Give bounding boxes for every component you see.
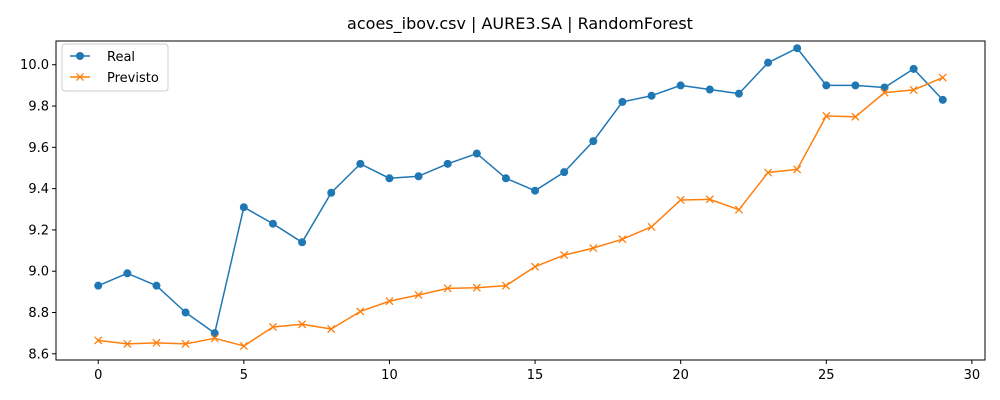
data-point-real xyxy=(443,159,452,168)
data-point-real xyxy=(181,308,190,317)
data-point-previsto xyxy=(327,324,336,334)
data-point-previsto xyxy=(822,111,831,121)
data-point-real xyxy=(734,89,743,98)
data-point-previsto xyxy=(560,251,569,260)
y-tick-label: 8.8 xyxy=(28,306,49,321)
axes-layer: 0 5 10 15 20 25 30 8.6 8.8 9.0 9.2 9.4 9.6 9.8 10.0 xyxy=(20,58,980,383)
data-point-real xyxy=(239,203,248,212)
data-point-previsto xyxy=(909,85,918,94)
series-previsto xyxy=(94,73,947,351)
data-point-real xyxy=(647,91,656,100)
series-line-real xyxy=(97,47,944,334)
data-point-real xyxy=(880,83,889,92)
legend-label-real: Real xyxy=(107,50,135,65)
x-tick-label: 10 xyxy=(381,368,398,383)
data-point-real xyxy=(472,149,481,158)
data-point-previsto xyxy=(880,88,889,97)
y-tick-label: 9.6 xyxy=(28,141,49,156)
x-tick-label: 25 xyxy=(818,368,835,383)
series-layer xyxy=(94,44,947,351)
data-point-previsto xyxy=(385,297,394,306)
series-real xyxy=(94,44,947,338)
data-point-real xyxy=(705,85,714,94)
data-point-real xyxy=(94,281,103,290)
data-point-previsto xyxy=(793,165,802,174)
y-tick-label: 8.6 xyxy=(28,347,49,362)
data-point-previsto xyxy=(676,195,685,205)
x-tick-label: 0 xyxy=(94,368,102,383)
data-point-previsto xyxy=(123,339,132,348)
data-point-real xyxy=(327,188,336,197)
legend-marker-previsto xyxy=(75,72,85,82)
data-point-previsto xyxy=(356,307,365,316)
data-point-previsto xyxy=(210,334,219,343)
chart-title: acoes_ibov.csv | AURE3.SA | RandomForest xyxy=(347,14,693,34)
data-point-previsto xyxy=(472,283,481,292)
data-point-previsto xyxy=(443,284,452,293)
x-tick-label: 20 xyxy=(672,368,689,383)
data-point-previsto xyxy=(618,235,627,244)
y-tick-label: 9.8 xyxy=(28,100,49,115)
data-point-previsto xyxy=(851,112,860,121)
plot-area-frame xyxy=(55,40,986,361)
y-tick-label: 10.0 xyxy=(20,58,49,73)
data-point-real xyxy=(618,97,627,106)
data-point-previsto xyxy=(589,244,598,253)
y-tick-label: 9.4 xyxy=(28,182,49,197)
data-point-real xyxy=(589,137,598,146)
data-point-previsto xyxy=(763,168,773,177)
data-point-previsto xyxy=(531,262,540,271)
data-point-previsto xyxy=(647,222,656,231)
data-point-real xyxy=(909,64,918,73)
data-point-previsto xyxy=(268,322,278,332)
data-point-real xyxy=(501,174,510,183)
data-point-previsto xyxy=(181,339,190,348)
x-tick-label: 15 xyxy=(527,368,544,383)
legend-label-previsto: Previsto xyxy=(107,71,159,86)
x-tick-label: 30 xyxy=(964,368,981,383)
data-point-real xyxy=(152,281,161,290)
data-point-real xyxy=(268,219,277,228)
data-point-real xyxy=(298,238,307,247)
data-point-previsto xyxy=(414,290,423,300)
data-point-real xyxy=(123,269,132,278)
data-point-previsto xyxy=(94,336,103,345)
data-point-real xyxy=(414,172,423,181)
y-tick-label: 9.0 xyxy=(28,265,49,280)
data-point-real xyxy=(938,95,947,104)
series-line-previsto xyxy=(98,76,944,347)
data-point-previsto xyxy=(705,195,714,204)
data-point-previsto xyxy=(298,320,307,329)
data-point-real xyxy=(560,168,569,177)
data-point-real xyxy=(676,81,685,90)
data-point-previsto xyxy=(239,341,248,351)
legend: Real Previsto xyxy=(61,43,169,92)
data-point-previsto xyxy=(501,281,510,290)
legend-marker-real xyxy=(76,52,84,60)
data-point-real xyxy=(356,159,365,168)
data-point-real xyxy=(822,81,831,90)
x-tick-label: 5 xyxy=(240,368,248,383)
data-point-real xyxy=(531,186,540,195)
data-point-previsto xyxy=(938,73,947,82)
data-point-real xyxy=(764,58,773,67)
data-point-real xyxy=(385,174,394,183)
y-tick-label: 9.2 xyxy=(28,223,49,238)
data-point-previsto xyxy=(734,205,743,214)
data-point-real xyxy=(210,329,219,338)
data-point-real xyxy=(793,44,802,53)
data-point-previsto xyxy=(152,338,161,347)
data-point-real xyxy=(851,81,860,90)
